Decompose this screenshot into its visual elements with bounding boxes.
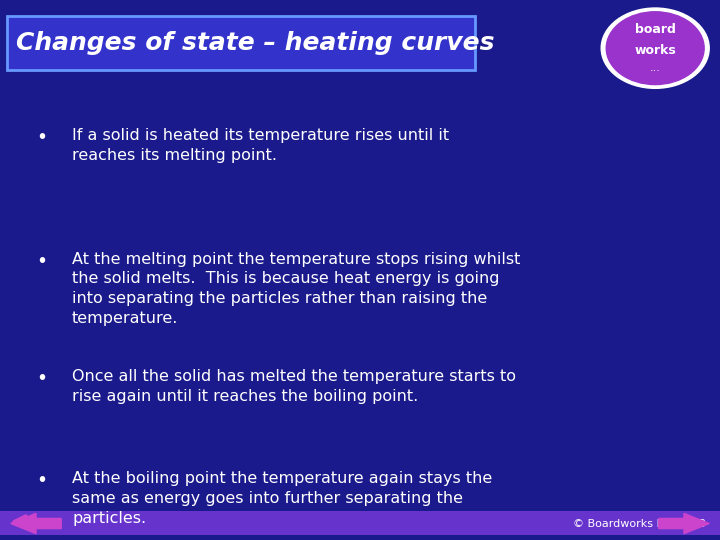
Text: •: • [36, 129, 47, 147]
Text: If a solid is heated its temperature rises until it
reaches its melting point.: If a solid is heated its temperature ris… [72, 129, 449, 163]
Circle shape [606, 12, 704, 85]
Text: Once all the solid has melted the temperature starts to
rise again until it reac: Once all the solid has melted the temper… [72, 369, 516, 404]
Text: •: • [36, 369, 47, 388]
Text: At the boiling point the temperature again stays the
same as energy goes into fu: At the boiling point the temperature aga… [72, 471, 492, 525]
Polygon shape [659, 514, 709, 534]
FancyBboxPatch shape [7, 16, 475, 70]
FancyBboxPatch shape [0, 511, 720, 535]
Text: At the melting point the temperature stops rising whilst
the solid melts.  This : At the melting point the temperature sto… [72, 252, 521, 326]
Text: works: works [634, 44, 676, 57]
Text: •: • [36, 471, 47, 490]
Text: © Boardworks Ltd 2003: © Boardworks Ltd 2003 [572, 518, 706, 529]
Circle shape [601, 8, 709, 89]
Polygon shape [11, 514, 61, 534]
Text: Changes of state – heating curves: Changes of state – heating curves [16, 31, 495, 55]
Text: ...: ... [649, 63, 661, 73]
Text: •: • [36, 252, 47, 271]
Text: board: board [635, 23, 675, 36]
